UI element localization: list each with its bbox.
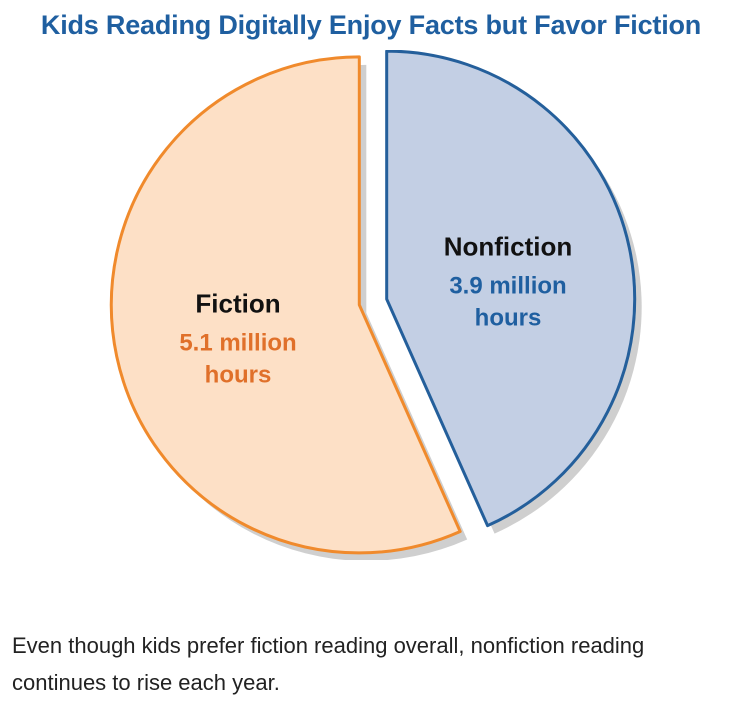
slice-value-fiction: 5.1 million <box>179 330 296 357</box>
slice-value-nonfiction: 3.9 million <box>449 272 566 299</box>
chart-caption: Even though kids prefer fiction reading … <box>12 633 645 695</box>
pie-chart: Nonfiction 3.9 million hours Fiction 5.1 mil… <box>109 50 642 560</box>
pie-slice-nonfiction <box>385 50 637 528</box>
slice-label-fiction: Fiction <box>195 289 280 319</box>
chart-title: Kids Reading Digitally Enjoy Facts but F… <box>40 10 702 40</box>
slice-value-unit-fiction: hours <box>205 362 272 389</box>
pie-slice-fiction <box>109 55 462 555</box>
slice-value-unit-nonfiction: hours <box>475 304 542 331</box>
slice-label-nonfiction: Nonfiction <box>444 231 573 261</box>
